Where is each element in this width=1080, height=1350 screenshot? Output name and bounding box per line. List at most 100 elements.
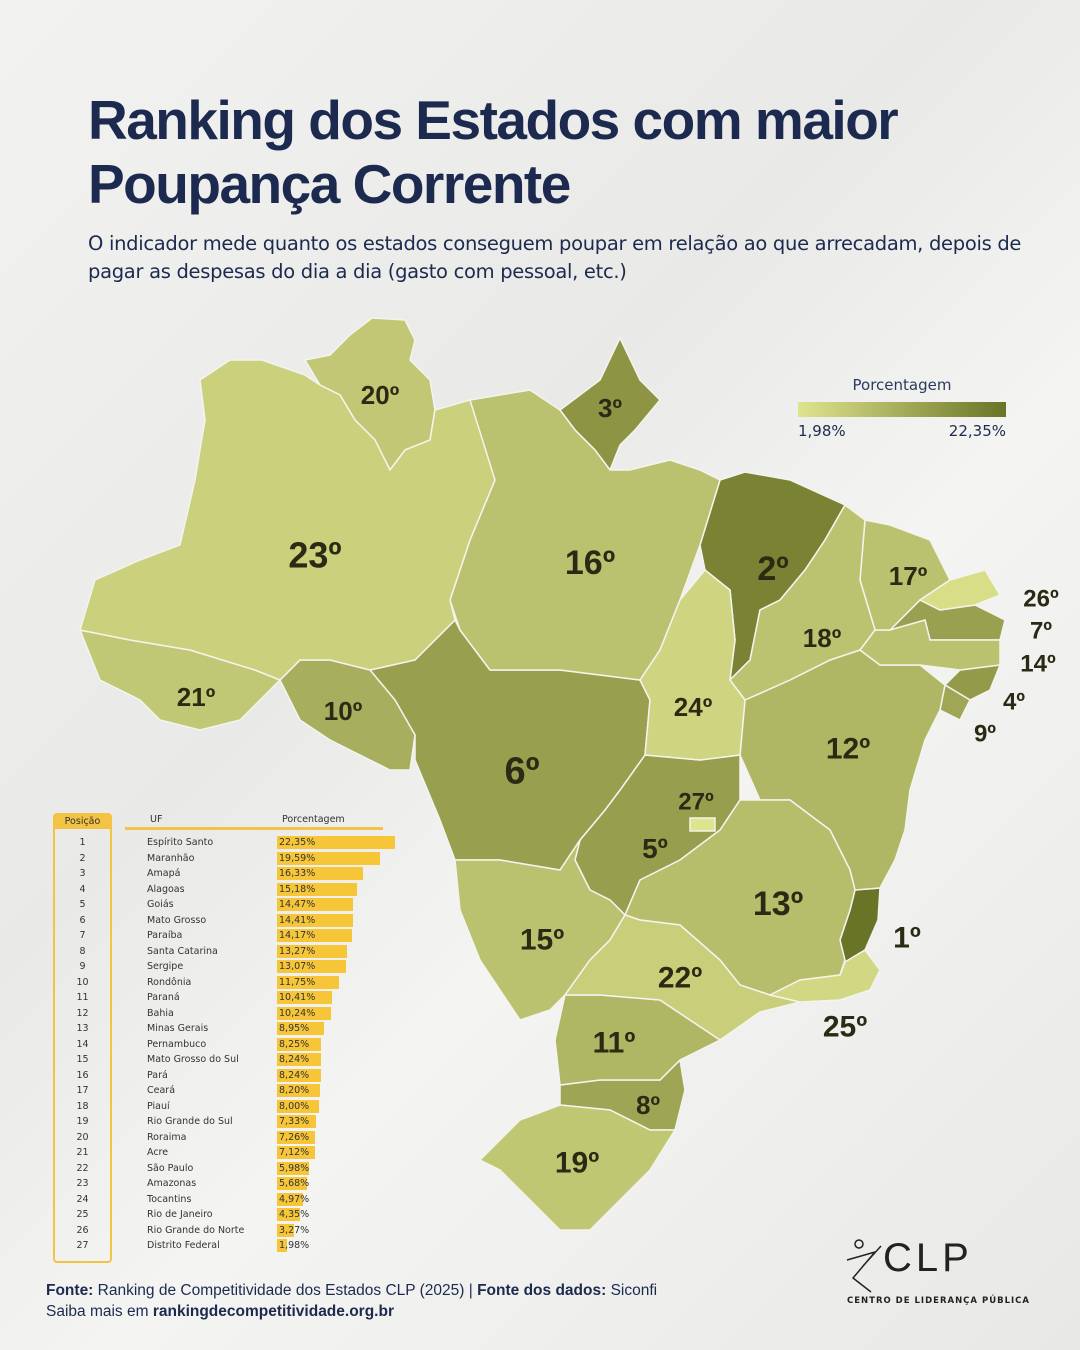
row-bar	[277, 851, 381, 865]
row-uf: Acre	[147, 1147, 169, 1158]
row-bar	[277, 991, 332, 1004]
row-uf: Mato Grosso	[147, 914, 207, 926]
more-link[interactable]: rankingdecompetitividade.org.br	[152, 1303, 394, 1320]
rank-label-sergipe: 9º	[974, 720, 996, 747]
source-label: Fonte:	[46, 1282, 94, 1299]
page-title: Ranking dos Estados com maior Poupança C…	[88, 89, 899, 215]
rank-label-rondonia: 10º	[324, 696, 363, 726]
row-value: 8,95%	[279, 1023, 310, 1034]
rank-label-alagoas: 4º	[1003, 688, 1025, 715]
state-rio-grande-do-norte	[918, 569, 1002, 611]
row-uf: Tocantins	[147, 1193, 192, 1205]
state-para	[433, 389, 721, 681]
row-bar	[277, 929, 352, 942]
row-uf: Pará	[147, 1069, 168, 1081]
row-uf: Mato Grosso do Sul	[147, 1054, 239, 1065]
row-uf: Pernambuco	[147, 1038, 207, 1050]
table-row: 27 Distrito Federal 1,98%	[53, 1238, 403, 1254]
row-position: 20	[76, 1131, 89, 1143]
table-row: 16 Pará 8,24%	[53, 1068, 403, 1084]
row-bar	[277, 898, 354, 911]
table-row: 15 Mato Grosso do Sul 8,24%	[53, 1052, 403, 1068]
row-position: 8	[79, 945, 86, 957]
row-value: 10,41%	[279, 992, 316, 1003]
rank-label-amazonas: 23º	[288, 535, 341, 576]
legend-title: Porcentagem	[852, 376, 952, 394]
rank-label-piaui: 18º	[803, 623, 842, 653]
state-pernambuco	[858, 619, 1001, 671]
row-position: 17	[76, 1085, 89, 1096]
row-uf: Rondônia	[147, 976, 192, 988]
row-uf: Amazonas	[147, 1178, 197, 1189]
table-row: 6 Mato Grosso 14,41%	[53, 913, 403, 929]
table-row: 14 Pernambuco 8,25%	[53, 1037, 403, 1053]
state-rio-grande-do-sul	[478, 1104, 677, 1231]
row-position: 12	[76, 1007, 89, 1019]
rank-label-espirito-santo: 1º	[893, 922, 921, 955]
row-value: 7,26%	[279, 1131, 310, 1143]
row-uf: Bahia	[147, 1007, 174, 1019]
row-value: 5,68%	[279, 1178, 310, 1189]
row-value: 19,59%	[279, 852, 316, 864]
row-bar	[277, 1239, 288, 1252]
row-value: 3,27%	[279, 1224, 310, 1236]
row-value: 7,33%	[279, 1116, 310, 1127]
row-bar	[277, 1177, 307, 1190]
row-uf: Amapá	[147, 868, 181, 879]
row-uf: Minas Gerais	[147, 1023, 209, 1034]
rank-label-rio-de-janeiro: 25º	[823, 1011, 867, 1044]
position-column: Posição	[53, 813, 112, 1263]
rank-label-acre: 21º	[177, 682, 216, 712]
row-value: 8,00%	[279, 1100, 310, 1112]
row-bar	[277, 1192, 304, 1206]
data-source-label: Fonte dos dados:	[477, 1282, 607, 1299]
row-value: 8,25%	[279, 1038, 310, 1050]
row-bar	[277, 882, 358, 896]
row-uf: Alagoas	[147, 883, 185, 895]
row-position: 21	[76, 1147, 89, 1158]
table-row: 20 Roraima 7,26%	[53, 1130, 403, 1146]
row-bar	[277, 1022, 325, 1035]
row-position: 22	[76, 1162, 89, 1174]
row-value: 4,35%	[279, 1209, 310, 1220]
table-row: 21 Acre 7,12%	[53, 1145, 403, 1161]
table-row: 11 Paraná 10,41%	[53, 990, 403, 1006]
rank-label-pernambuco: 14º	[1020, 650, 1056, 677]
uf-header: UF	[150, 814, 163, 825]
rank-label-para: 16º	[565, 544, 615, 582]
row-value: 11,75%	[279, 976, 316, 988]
row-position: 18	[76, 1100, 89, 1112]
row-bar	[277, 867, 364, 880]
row-value: 5,98%	[279, 1162, 310, 1174]
row-uf: Paraná	[147, 992, 180, 1003]
row-uf: Sergipe	[147, 961, 184, 972]
row-position: 4	[79, 883, 86, 895]
row-uf: Distrito Federal	[147, 1240, 220, 1251]
header-divider	[125, 827, 383, 830]
rank-label-parana: 11º	[593, 1027, 636, 1060]
legend-max: 22,35%	[948, 422, 1006, 440]
rank-label-santa-catarina: 8º	[636, 1090, 660, 1120]
row-value: 14,47%	[279, 899, 316, 910]
more-text: Saiba mais em	[46, 1303, 149, 1320]
runner-icon	[846, 1239, 882, 1293]
legend-min: 1,98%	[798, 422, 846, 440]
row-value: 4,97%	[279, 1193, 310, 1205]
row-value: 14,17%	[279, 930, 316, 941]
rank-label-paraiba: 7º	[1030, 617, 1052, 644]
row-position: 6	[79, 914, 86, 926]
row-bar	[277, 960, 346, 973]
row-uf: Piauí	[147, 1100, 170, 1112]
row-bar	[277, 913, 354, 927]
row-bar	[277, 1146, 315, 1159]
row-value: 10,24%	[279, 1007, 316, 1019]
row-position: 15	[76, 1054, 89, 1065]
rank-label-bahia: 12º	[826, 733, 870, 766]
row-position: 26	[76, 1224, 89, 1236]
table-row: 7 Paraíba 14,17%	[53, 928, 403, 944]
row-value: 8,24%	[279, 1069, 310, 1081]
row-uf: Rio de Janeiro	[147, 1209, 213, 1220]
rank-label-ceara: 17º	[889, 561, 928, 591]
row-bar	[277, 1130, 316, 1144]
